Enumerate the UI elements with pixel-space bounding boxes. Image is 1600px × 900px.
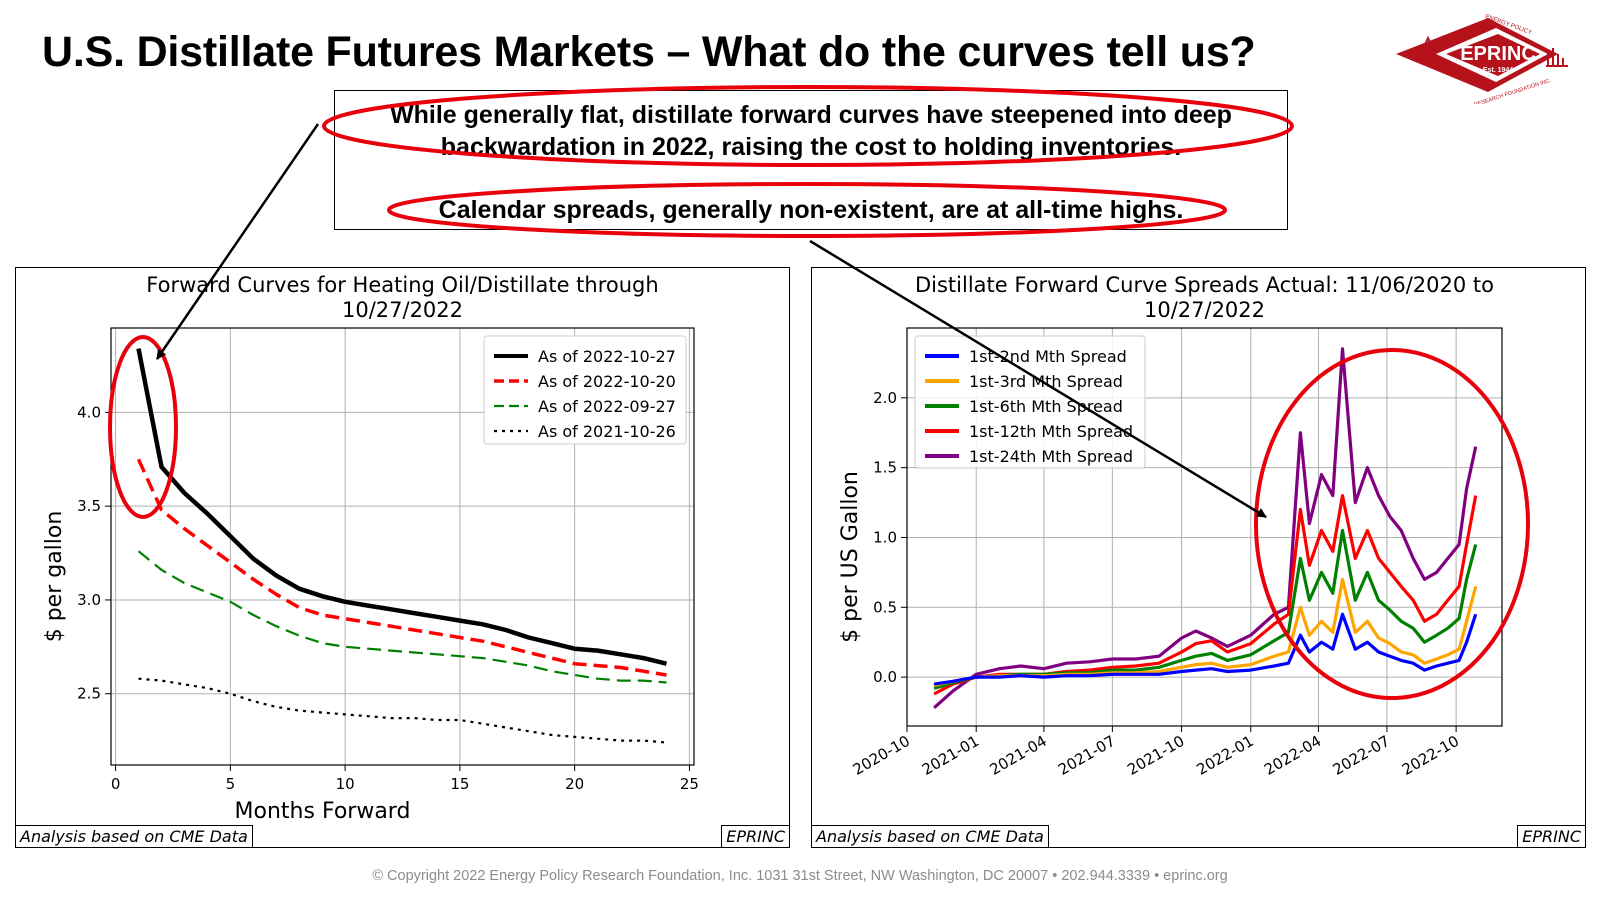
left-xtick-label-2: 10 [336,775,355,793]
right-xtick-label-5: 2022-01 [1193,732,1256,779]
right-legend-label-4: 1st-24th Mth Spread [969,447,1133,466]
logo-est: Est. 1944 [1483,67,1513,74]
right-xtick-label-7: 2022-07 [1330,732,1393,779]
left-ytick-label-2: 3.5 [77,497,101,515]
right-source-note: Analysis based on CME Data [811,825,1049,848]
left-series-line-2 [137,550,667,684]
left-legend-label-3: As of 2021-10-26 [538,422,676,441]
right-xtick-label-8: 2022-10 [1399,732,1462,779]
right-xtick-label-3: 2021-07 [1055,732,1118,779]
spreads-chart-panel: Distillate Forward Curve Spreads Actual:… [811,267,1586,848]
logo-refinery-icon [1546,48,1568,67]
right-chart-title-line-0: Distillate Forward Curve Spreads Actual:… [915,273,1494,297]
left-xtick-label-1: 5 [226,775,236,793]
right-legend-label-2: 1st-6th Mth Spread [969,397,1123,416]
right-ytick-label-2: 1.0 [873,528,897,546]
right-legend-label-1: 1st-3rd Mth Spread [969,372,1123,391]
right-chart-title-line-1: 10/27/2022 [1144,298,1265,322]
right-ytick-label-3: 1.5 [873,459,897,477]
right-brand-note: EPRINC [1517,825,1586,848]
left-chart-title-line-0: Forward Curves for Heating Oil/Distillat… [146,273,658,297]
left-xtick-label-3: 15 [450,775,469,793]
logo-derrick-icon [1417,35,1439,61]
left-legend-label-0: As of 2022-10-27 [538,347,676,366]
left-legend-label-2: As of 2022-09-27 [538,397,676,416]
left-xtick-label-5: 25 [680,775,699,793]
left-series-line-0 [136,348,668,666]
forward-curves-chart-panel: Forward Curves for Heating Oil/Distillat… [15,267,790,848]
right-xtick-label-0: 2020-10 [850,732,913,779]
left-chart-title-line-1: 10/27/2022 [342,298,463,322]
callout-line-2: backwardation in 2022, raising the cost … [440,133,1182,161]
left-legend-box [483,335,687,445]
left-ytick-label-1: 3.0 [77,591,101,609]
left-series-line-3 [138,677,667,744]
eprinc-logo-icon: EPRINC Est. 1944 ENERGY POLICY RESEARCH … [1396,14,1568,104]
left-y-axis-label: $ per gallon [42,511,67,643]
slide-title: U.S. Distillate Futures Markets – What d… [42,28,1256,76]
forward-curves-chart: Forward Curves for Heating Oil/Distillat… [42,273,699,824]
right-xtick-label-4: 2021-10 [1124,732,1187,779]
left-x-axis-label: Months Forward [235,799,411,824]
right-xtick-label-2: 2021-04 [987,732,1050,779]
left-series-line-1 [136,458,667,677]
right-ytick-label-4: 2.0 [873,389,897,407]
left-brand-note: EPRINC [721,825,790,848]
right-y-axis-label: $ per US Gallon [838,471,863,643]
right-xtick-label-1: 2021-01 [919,732,982,779]
callout-line-1: While generally flat, distillate forward… [390,101,1232,129]
right-legend-label-0: 1st-2nd Mth Spread [969,347,1127,366]
left-ytick-label-0: 2.5 [77,685,101,703]
left-legend-label-1: As of 2022-10-20 [538,372,676,391]
right-xtick-label-6: 2022-04 [1261,732,1324,779]
callout-box: While generally flat, distillate forward… [334,90,1288,230]
callout-line-3: Calendar spreads, generally non-existent… [438,196,1184,224]
left-xtick-label-0: 0 [111,775,121,793]
left-source-note: Analysis based on CME Data [15,825,253,848]
logo-inner [1446,34,1540,76]
left-xtick-label-4: 20 [565,775,584,793]
right-ytick-label-0: 0.0 [873,668,897,686]
left-ytick-label-3: 4.0 [77,403,101,421]
logo-name: EPRINC [1460,43,1536,65]
right-legend-label-3: 1st-12th Mth Spread [969,422,1133,441]
right-ytick-label-1: 0.5 [873,598,897,616]
footer-copyright: © Copyright 2022 Energy Policy Research … [372,868,1228,884]
left-plot-frame [110,327,695,766]
spreads-chart: Distillate Forward Curve Spreads Actual:… [838,273,1503,779]
